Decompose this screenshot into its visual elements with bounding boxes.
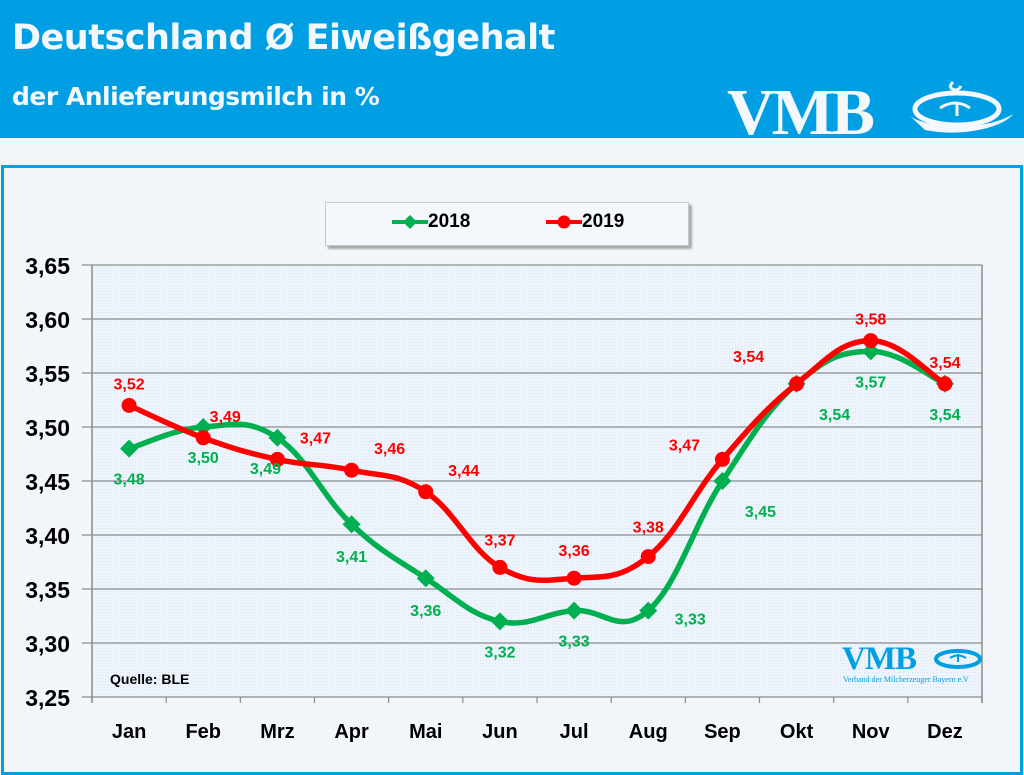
- page-title: Deutschland Ø Eiweißgehalt: [12, 18, 555, 58]
- data-label-2018: 3,50: [188, 450, 219, 467]
- data-label-2018: 3,54: [819, 407, 850, 424]
- vmb-logo: VMB: [727, 76, 1013, 136]
- milk-drop-emblem-icon: [910, 80, 1013, 133]
- vmb-logo-text: VMB: [727, 76, 874, 136]
- data-point-2018[interactable]: [416, 569, 435, 588]
- data-point-2018[interactable]: [490, 612, 509, 631]
- x-tick-label: Apr: [334, 721, 369, 743]
- data-label-2018: 3,41: [336, 549, 367, 566]
- legend-label-2019: 2019: [582, 211, 625, 232]
- x-tick-label: Mai: [409, 721, 442, 743]
- data-point-2019[interactable]: [121, 397, 137, 413]
- data-label-2018: 3,33: [559, 634, 590, 651]
- y-tick-label: 3,30: [25, 631, 70, 657]
- data-label-2019: 3,37: [484, 532, 515, 549]
- x-tick-label: Jul: [560, 721, 589, 743]
- x-tick-label: Feb: [185, 721, 221, 743]
- data-point-2018[interactable]: [194, 418, 213, 436]
- data-label-2018: 3,49: [250, 461, 281, 478]
- data-point-2019[interactable]: [714, 451, 730, 467]
- y-tick-label: 3,35: [25, 577, 70, 603]
- data-point-2019[interactable]: [492, 559, 508, 575]
- data-point-2018[interactable]: [268, 428, 287, 447]
- watermark-tagline: Verband der Milcherzeuger Bayern e.V: [843, 675, 969, 684]
- data-label-2018: 3,36: [410, 603, 441, 620]
- source-note: Quelle: BLE: [110, 671, 189, 687]
- header-banner: Deutschland Ø Eiweißgehalt der Anlieferu…: [0, 0, 1024, 138]
- data-label-2019: 3,36: [559, 543, 590, 560]
- data-point-2019[interactable]: [566, 570, 582, 586]
- y-axis-ticks: 3,25 3,30 3,35 3,40 3,45 3,50 3,55 3,60 3,65: [25, 253, 70, 711]
- y-tick-label: 3,50: [25, 415, 70, 441]
- y-tick-label: 3,55: [25, 361, 70, 387]
- y-tick-label: 3,25: [25, 685, 70, 711]
- data-label-2019: 3,47: [669, 437, 700, 454]
- y-tick-label: 3,40: [25, 523, 70, 549]
- data-label-2019: 3,54: [733, 349, 764, 366]
- red-circle-line-icon: [546, 215, 582, 229]
- data-point-2019[interactable]: [418, 484, 434, 500]
- data-point-2019[interactable]: [269, 451, 285, 467]
- chart-legend: 2018 2019: [325, 202, 689, 246]
- data-label-2018: 3,33: [675, 612, 706, 629]
- data-label-2018: 3,48: [114, 472, 145, 489]
- x-tick-label: Dez: [927, 721, 963, 743]
- y-tick-label: 3,65: [25, 253, 70, 279]
- x-tick-label: Okt: [780, 721, 814, 743]
- data-point-2019[interactable]: [640, 549, 656, 565]
- data-point-2019[interactable]: [195, 430, 211, 446]
- y-tick-label: 3,60: [25, 307, 70, 333]
- data-point-2019[interactable]: [344, 462, 360, 478]
- x-axis-ticks: Jan Feb Mrz Apr Mai Jun Jul Aug Sep Okt Nov Dez: [91, 697, 983, 743]
- data-point-2018[interactable]: [861, 342, 880, 361]
- data-label-2019: 3,46: [374, 441, 405, 458]
- data-point-2019[interactable]: [937, 376, 953, 392]
- data-label-2019: 3,49: [210, 409, 241, 426]
- series-lines: [120, 333, 954, 631]
- watermark-logo-text: VMB: [842, 641, 917, 677]
- x-tick-label: Aug: [629, 721, 668, 743]
- vmb-watermark: VMB Verband der Milcherzeuger Bayern e.V: [842, 641, 982, 684]
- x-tick-label: Mrz: [260, 721, 294, 743]
- data-point-2018[interactable]: [342, 515, 361, 534]
- data-point-2018[interactable]: [120, 439, 139, 458]
- legend-label-2018: 2018: [428, 211, 471, 232]
- data-label-2018: 3,54: [929, 407, 960, 424]
- legend-item-2019[interactable]: 2019: [546, 211, 624, 233]
- data-label-2019: 3,38: [633, 520, 664, 537]
- data-point-2018[interactable]: [639, 601, 658, 620]
- x-tick-label: Nov: [852, 721, 891, 743]
- data-label-2019: 3,52: [114, 376, 145, 393]
- data-label-2018: 3,57: [855, 374, 886, 391]
- data-label-2019: 3,54: [929, 355, 960, 372]
- data-label-2019: 3,58: [855, 312, 886, 329]
- data-label-2018: 3,45: [745, 504, 776, 521]
- x-tick-label: Sep: [704, 721, 741, 743]
- data-labels: 3,48 3,50 3,49 3,41 3,36 3,32 3,33 3,33 3,45 3,54…: [114, 312, 961, 662]
- watermark-emblem-icon: [934, 649, 982, 669]
- data-label-2018: 3,32: [484, 644, 515, 661]
- y-tick-label: 3,45: [25, 469, 70, 495]
- data-point-2019[interactable]: [789, 376, 805, 392]
- green-diamond-line-icon: [392, 215, 428, 229]
- x-tick-label: Jan: [112, 721, 146, 743]
- x-tick-label: Jun: [482, 721, 518, 743]
- data-point-2018[interactable]: [713, 472, 732, 490]
- page-subtitle: der Anlieferungsmilch in %: [12, 82, 380, 111]
- legend-item-2018[interactable]: 2018: [392, 211, 470, 233]
- data-label-2019: 3,44: [448, 463, 479, 480]
- data-point-2018[interactable]: [565, 601, 584, 620]
- data-label-2019: 3,47: [300, 430, 331, 447]
- data-point-2019[interactable]: [863, 333, 879, 349]
